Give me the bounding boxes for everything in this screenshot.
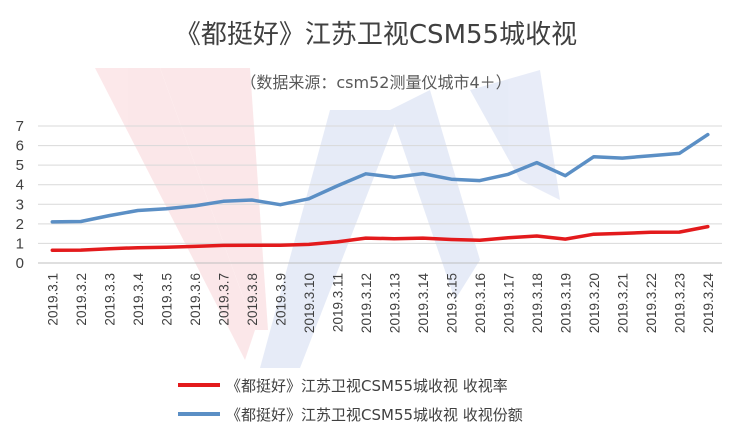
legend-label-rating: 《都挺好》江苏卫视CSM55城收视 收视率	[226, 377, 508, 395]
x-tick-label: 2019.3.12	[359, 273, 374, 333]
x-tick-label: 2019.3.17	[501, 273, 516, 333]
x-tick-label: 2019.3.1	[45, 273, 60, 326]
legend: 《都挺好》江苏卫视CSM55城收视 收视率 《都挺好》江苏卫视CSM55城收视 …	[178, 377, 523, 424]
x-tick-label: 2019.3.11	[330, 273, 345, 332]
series-line-share	[50, 132, 710, 224]
x-axis-ticks: 2019.3.1 2019.3.2 2019.3.3 2019.3.4 2019.3.5…	[45, 273, 716, 334]
x-tick-label: 2019.3.23	[672, 273, 687, 333]
x-tick-label: 2019.3.24	[701, 273, 716, 334]
x-tick-label: 2019.3.15	[444, 273, 459, 333]
y-tick-label: 1	[16, 235, 24, 252]
x-tick-label: 2019.3.2	[74, 273, 89, 326]
x-tick-label: 2019.3.8	[245, 273, 260, 326]
x-tick-label: 2019.3.7	[216, 273, 231, 326]
y-axis-ticks: 0 1 2 3 4 5 6 7	[16, 118, 24, 272]
y-tick-label: 3	[16, 196, 24, 213]
x-tick-label: 2019.3.3	[102, 273, 117, 326]
y-tick-label: 7	[16, 118, 24, 135]
x-tick-label: 2019.3.22	[644, 273, 659, 333]
chart-subtitle: （数据来源：csm52测量仪城市4＋）	[240, 73, 511, 92]
x-tick-label: 2019.3.16	[473, 273, 488, 333]
x-tick-label: 2019.3.18	[530, 273, 545, 333]
x-tick-label: 2019.3.13	[387, 273, 402, 333]
x-tick-label: 2019.3.4	[131, 273, 146, 326]
x-tick-label: 2019.3.6	[188, 273, 203, 326]
y-tick-label: 0	[16, 255, 24, 272]
x-tick-label: 2019.3.10	[302, 273, 317, 333]
y-tick-label: 2	[16, 216, 24, 233]
gridlines	[38, 125, 722, 264]
x-tick-label: 2019.3.19	[558, 273, 573, 333]
x-tick-label: 2019.3.21	[615, 273, 630, 333]
y-tick-label: 4	[16, 177, 24, 194]
y-tick-label: 6	[16, 138, 24, 155]
legend-label-share: 《都挺好》江苏卫视CSM55城收视 收视份额	[226, 406, 523, 424]
x-tick-label: 2019.3.14	[416, 273, 431, 334]
x-tick-label: 2019.3.9	[273, 273, 288, 326]
series-lines	[50, 132, 710, 253]
x-tick-label: 2019.3.20	[587, 273, 602, 333]
y-tick-label: 5	[16, 157, 24, 174]
chart-title: 《都挺好》江苏卫视CSM55城收视	[175, 20, 577, 50]
x-tick-label: 2019.3.5	[159, 273, 174, 326]
watermark-logo	[95, 68, 560, 368]
series-line-rating	[50, 224, 710, 253]
